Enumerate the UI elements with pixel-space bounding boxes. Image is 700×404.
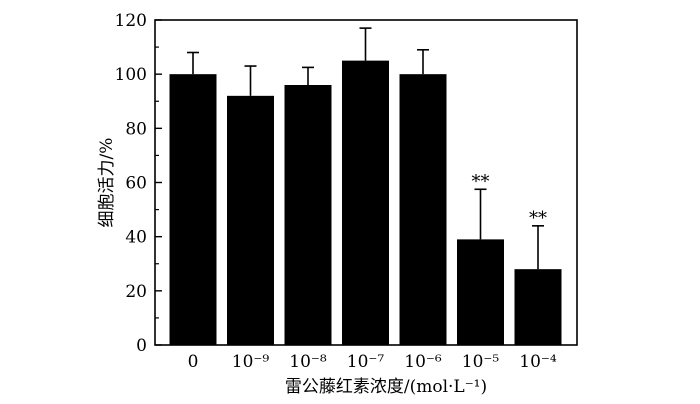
significance-label: **: [529, 208, 547, 229]
x-tick-label: 10⁻⁵: [462, 352, 500, 372]
x-tick-label: 0: [188, 352, 199, 372]
x-tick-label: 10⁻⁶: [404, 352, 442, 372]
significance-label: **: [472, 171, 490, 192]
y-tick-label: 20: [125, 282, 147, 302]
x-tick-label: 10⁻⁹: [232, 352, 270, 372]
bar: [284, 85, 332, 345]
bar: [514, 269, 562, 345]
y-tick-label: 0: [136, 336, 147, 356]
x-tick-label: 10⁻⁸: [289, 352, 327, 372]
error-bars: [187, 27, 544, 270]
bar: [169, 74, 217, 346]
bar: [227, 95, 274, 345]
x-tick-label: 10⁻⁴: [519, 352, 557, 372]
y-tick-label: 60: [125, 174, 147, 194]
bar-series: [169, 60, 562, 346]
y-axis-ticks: 0 20 40 60 80 100 120: [115, 11, 162, 356]
x-tick-label: 10⁻⁷: [347, 352, 385, 372]
y-tick-label: 80: [125, 119, 147, 139]
x-axis-title: 雷公藤红素浓度/(mol·L⁻¹): [285, 377, 487, 397]
significance-marks: ** **: [472, 171, 548, 229]
y-tick-label: 40: [125, 228, 147, 248]
y-axis-title: 细胞活力/%: [97, 138, 117, 228]
bar: [457, 239, 504, 345]
x-axis-ticks: 0 10⁻⁹ 10⁻⁸ 10⁻⁷ 10⁻⁶ 10⁻⁵ 10⁻⁴: [188, 339, 557, 372]
bar: [342, 60, 389, 345]
y-tick-label: 120: [115, 11, 147, 31]
y-tick-label: 100: [115, 65, 147, 85]
bar: [399, 74, 447, 346]
